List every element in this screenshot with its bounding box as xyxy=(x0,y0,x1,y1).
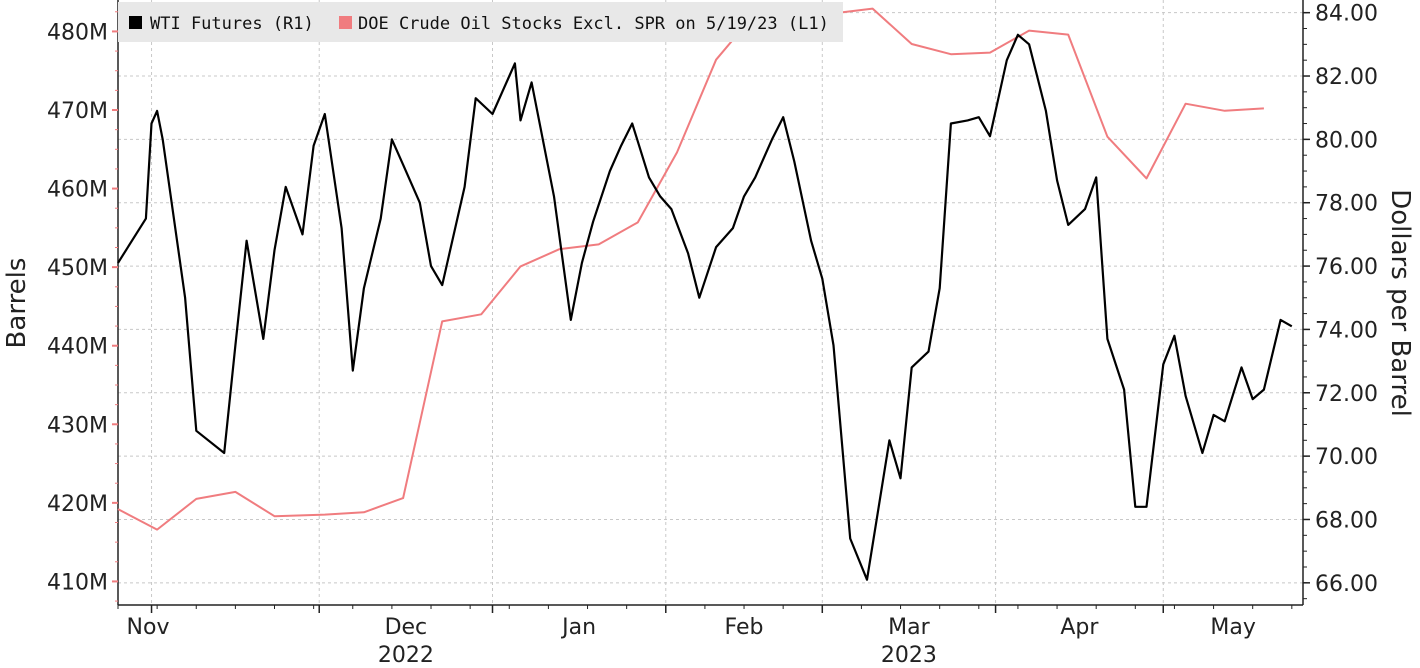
right-tick-label: 84.00 xyxy=(1315,2,1378,27)
legend-label-wti: WTI Futures (R1) xyxy=(150,14,314,34)
x-tick-label: Mar xyxy=(888,615,930,640)
right-tick-label: 74.00 xyxy=(1315,318,1378,343)
series-line-wti xyxy=(117,33,1293,581)
x-year-label: 2022 xyxy=(378,643,434,668)
left-axis: 410M 420M 430M 440M 450M 460M 470M 480M xyxy=(47,0,119,605)
legend-swatch-wti xyxy=(129,16,142,29)
left-tick-label: 470M xyxy=(47,99,108,124)
x-tick-label: Dec xyxy=(385,615,428,640)
legend: WTI Futures (R1) DOE Crude Oil Stocks Ex… xyxy=(118,2,843,42)
legend-label-doe: DOE Crude Oil Stocks Excl. SPR on 5/19/2… xyxy=(358,14,829,34)
left-tick-label: 420M xyxy=(47,492,108,517)
right-tick-label: 66.00 xyxy=(1315,572,1378,597)
right-axis: 66.00 68.00 70.00 72.00 74.00 76.00 78.00 80.00… xyxy=(1302,0,1378,605)
left-axis-title: Barrels xyxy=(2,258,32,349)
gridlines xyxy=(118,0,1303,605)
left-tick-label: 460M xyxy=(47,178,108,203)
right-tick-label: 76.00 xyxy=(1315,255,1378,280)
series-layer xyxy=(117,6,1293,581)
right-tick-label: 68.00 xyxy=(1315,508,1378,533)
right-tick-label: 80.00 xyxy=(1315,128,1378,153)
left-tick-label: 430M xyxy=(47,413,108,438)
x-tick-label: Feb xyxy=(725,615,764,640)
right-axis-title: Dollars per Barrel xyxy=(1385,189,1415,417)
x-axis: Nov Dec 2022 Jan Feb Mar 2023 Apr May xyxy=(117,604,1303,668)
left-tick-label: 410M xyxy=(47,570,108,595)
x-tick-label: Jan xyxy=(560,615,596,640)
left-tick-label: 450M xyxy=(47,256,108,281)
legend-background xyxy=(118,2,843,42)
right-tick-label: 78.00 xyxy=(1315,192,1378,217)
x-year-label: 2023 xyxy=(881,643,937,668)
right-tick-label: 72.00 xyxy=(1315,382,1378,407)
x-tick-label: Apr xyxy=(1060,615,1099,640)
left-tick-label: 440M xyxy=(47,335,108,360)
legend-swatch-doe xyxy=(339,16,352,29)
x-tick-label: Nov xyxy=(127,615,170,640)
right-tick-label: 70.00 xyxy=(1315,445,1378,470)
right-tick-label: 82.00 xyxy=(1315,65,1378,90)
left-tick-label: 480M xyxy=(47,20,108,45)
series-line-doe xyxy=(117,6,1264,531)
x-tick-label: May xyxy=(1210,615,1255,640)
